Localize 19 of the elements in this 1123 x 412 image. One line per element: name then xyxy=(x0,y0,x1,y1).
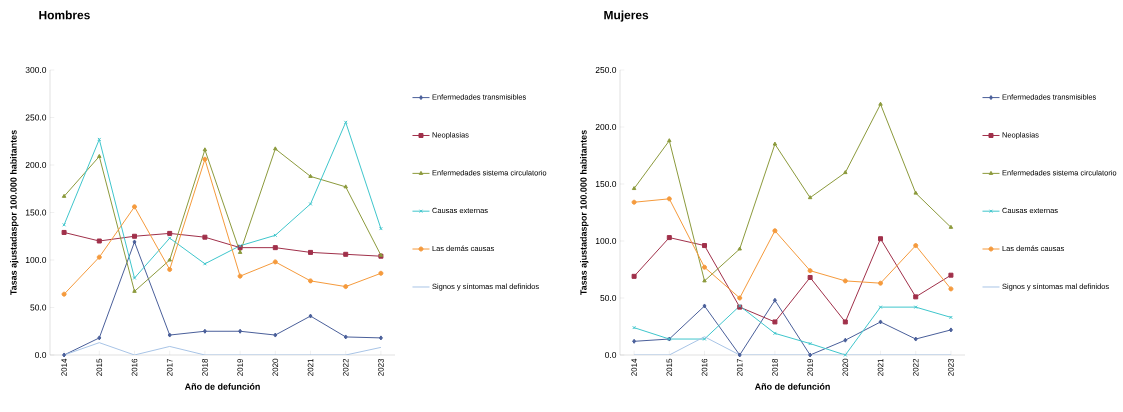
y-tick-label: 50.0 xyxy=(30,304,47,311)
y-tick-label: 0.0 xyxy=(605,352,617,358)
x-axis-title: Año de defunción xyxy=(754,383,830,390)
y-tick-label: 100.0 xyxy=(25,257,47,263)
y-tick-label: 200.0 xyxy=(595,124,617,130)
x-axis-title: Año de defunción xyxy=(184,383,260,390)
y-tick-label: 50.0 xyxy=(600,295,617,301)
y-axis-title: Tasas ajustadaspor 100.000 habitantes xyxy=(10,130,19,296)
y-tick-label: 150.0 xyxy=(25,209,47,216)
y-tick-label: 200.0 xyxy=(25,162,47,168)
y-tick-label: 150.0 xyxy=(595,181,617,187)
y-tick-label: 0.0 xyxy=(35,352,47,358)
chart-title: Mujeres xyxy=(604,10,649,22)
y-axis-title: Tasas ajustadaspor 100.000 habitantes xyxy=(580,130,589,296)
y-tick-label: 250.0 xyxy=(595,67,617,73)
chart-title: Hombres xyxy=(39,10,90,20)
y-tick-label: 250.0 xyxy=(25,114,47,121)
y-tick-label: 100.0 xyxy=(595,238,617,244)
y-tick-label: 300.0 xyxy=(25,67,47,73)
